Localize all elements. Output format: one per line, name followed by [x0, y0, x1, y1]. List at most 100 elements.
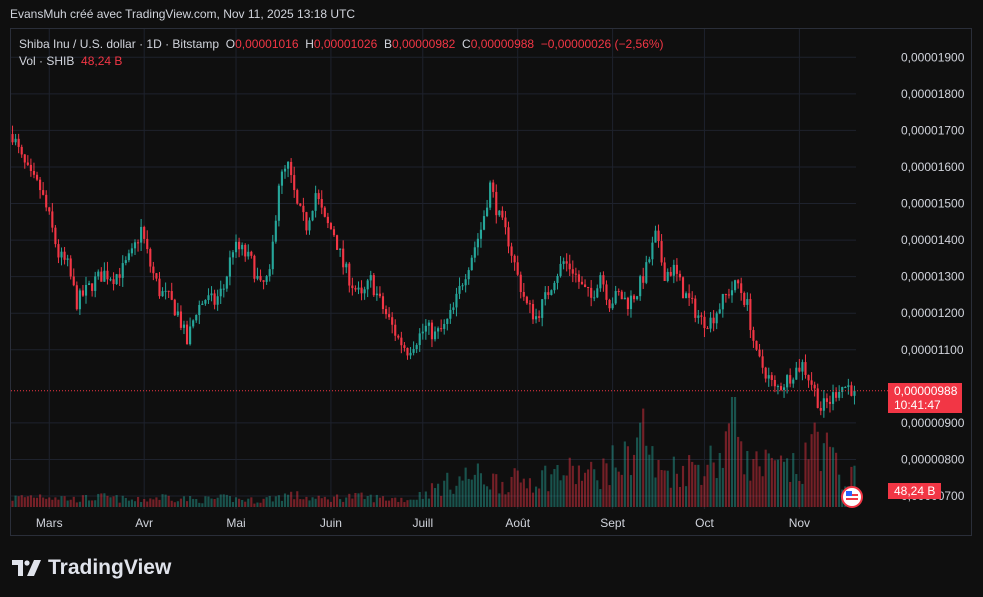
- volume-bar: [593, 469, 596, 507]
- ohlc-row: Shiba Inu / U.S. dollar · 1D · Bitstamp …: [19, 36, 664, 53]
- candlestick-chart[interactable]: 0,00001900 0,00001800 0,00001700 0,00001600…: [11, 29, 971, 535]
- candle-body: [155, 273, 158, 279]
- volume-bar: [357, 493, 360, 507]
- candle-body: [152, 266, 155, 274]
- candle-body: [283, 168, 287, 172]
- candle-body: [29, 164, 32, 171]
- candle-body: [418, 333, 421, 346]
- candle-body: [179, 311, 182, 328]
- volume-bar: [130, 499, 134, 507]
- volume-bar: [363, 499, 366, 507]
- volume-bar: [29, 495, 32, 507]
- volume-bar: [397, 501, 400, 507]
- volume-bar: [415, 499, 418, 507]
- candle-body: [400, 337, 403, 346]
- attribution-text: EvansMuh créé avec TradingView.com, Nov …: [10, 7, 356, 21]
- volume-bar: [620, 474, 623, 507]
- candle-body: [642, 276, 645, 283]
- volume-bar: [623, 441, 626, 507]
- open-value: 0,00001016: [235, 37, 299, 51]
- candle-body: [45, 194, 48, 208]
- candle-body: [486, 207, 489, 217]
- volume-bar: [290, 491, 293, 507]
- volume-bar: [210, 498, 213, 507]
- volume-bar: [216, 497, 219, 507]
- volume-bar: [152, 499, 155, 507]
- candle-body: [63, 251, 66, 260]
- volume-bar: [639, 422, 642, 507]
- current-price-tag[interactable]: 0,00000988 10:41:47: [888, 383, 962, 413]
- candle-body: [234, 241, 238, 253]
- price-axis[interactable]: 0,00001900 0,00001800 0,00001700 0,00001600…: [901, 50, 965, 503]
- candle-body: [35, 174, 39, 180]
- volume-bar: [675, 473, 678, 507]
- chart-panel[interactable]: 0,00001900 0,00001800 0,00001700 0,00001600…: [10, 28, 972, 536]
- volume-bar: [798, 480, 801, 507]
- volume-bar: [831, 447, 835, 507]
- volume-tag[interactable]: 48,24 B: [888, 483, 942, 499]
- candle-body: [574, 273, 577, 275]
- volume-bar: [332, 496, 336, 507]
- candle-body: [250, 251, 253, 256]
- volume-bar: [351, 498, 354, 507]
- candle-body: [182, 324, 186, 328]
- candle-body: [685, 293, 688, 299]
- volume-bar: [424, 491, 427, 507]
- volume-bar: [810, 434, 813, 507]
- volume-bar: [718, 452, 721, 507]
- candle-body: [844, 387, 847, 389]
- candle-body: [189, 326, 192, 345]
- volume-bar: [467, 478, 470, 507]
- volume-bar: [828, 446, 832, 507]
- candle-body: [437, 328, 440, 332]
- candle-body: [133, 242, 137, 249]
- volume-bar: [26, 496, 29, 507]
- volume-bar: [167, 495, 170, 507]
- volume-bar: [672, 456, 675, 507]
- candle-body: [394, 324, 397, 336]
- volume-bar: [87, 500, 91, 507]
- candle-body: [17, 138, 20, 147]
- candle-body: [629, 295, 633, 310]
- candle-body: [495, 191, 498, 216]
- candle-body: [103, 270, 106, 282]
- volume-bar: [645, 445, 648, 507]
- volume-value: 48,24 B: [81, 54, 123, 68]
- volume-bar: [45, 498, 48, 507]
- volume-bar: [268, 495, 271, 507]
- volume-bar: [231, 502, 235, 507]
- volume-bar: [124, 497, 127, 507]
- candle-body: [678, 273, 682, 278]
- candle-body: [213, 293, 216, 305]
- us-flag-icon[interactable]: [841, 486, 863, 508]
- volume-bar: [715, 478, 718, 507]
- high-value: 0,00001026: [313, 37, 378, 51]
- volume-bar: [727, 423, 731, 507]
- time-axis[interactable]: Mars Avr Mai Juin Juill Août Sept Oct Nov: [36, 516, 810, 530]
- candle-body: [782, 387, 786, 390]
- volume-bar: [559, 480, 562, 507]
- candle-body: [795, 367, 798, 380]
- volume-bar: [629, 475, 633, 507]
- volume-bar: [461, 480, 464, 507]
- volume-bar: [348, 493, 351, 507]
- volume-bar: [782, 461, 786, 507]
- volume-bar: [427, 498, 430, 507]
- volume-bar: [176, 501, 179, 507]
- volume-bar: [421, 498, 424, 507]
- candle-body: [427, 322, 430, 326]
- candle-body: [531, 304, 535, 320]
- volume-bar: [694, 464, 697, 507]
- candle-body: [721, 294, 724, 310]
- candle-body: [222, 288, 225, 290]
- volume-bar: [195, 498, 198, 507]
- candle-body: [164, 290, 167, 292]
- candle-countdown: 10:41:47: [894, 398, 941, 412]
- tradingview-logo[interactable]: TradingView: [12, 556, 171, 580]
- volume-bar: [819, 471, 822, 507]
- candle-body: [32, 170, 36, 175]
- candle-body: [363, 289, 366, 294]
- volume-bar: [42, 497, 45, 507]
- volume-bar: [476, 463, 479, 507]
- volume-bar: [825, 432, 828, 507]
